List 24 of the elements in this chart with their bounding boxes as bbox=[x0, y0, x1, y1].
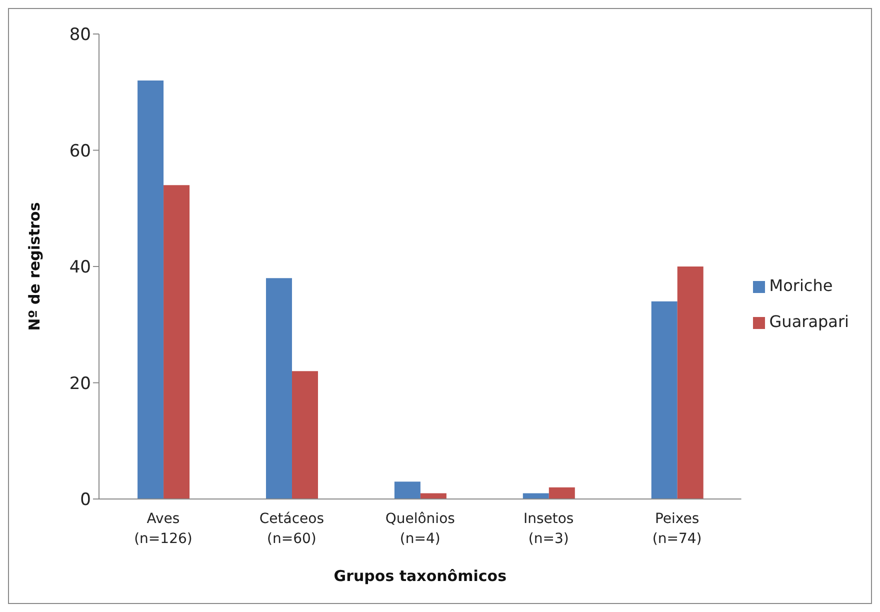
y-tick-label: 80 bbox=[69, 25, 91, 46]
bar bbox=[394, 482, 420, 499]
bar bbox=[292, 371, 318, 499]
bar bbox=[138, 80, 164, 499]
x-axis-title: Grupos taxonômicos bbox=[334, 567, 507, 585]
bar bbox=[420, 493, 446, 499]
x-tick-label: Quelônios (n=4) bbox=[385, 511, 455, 547]
y-tick-label: 0 bbox=[80, 490, 91, 510]
bar bbox=[266, 278, 292, 499]
x-tick-label: Peixes (n=74) bbox=[652, 511, 702, 547]
y-axis-title: Nº de registros bbox=[25, 202, 44, 331]
bar bbox=[522, 493, 549, 499]
legend-label: Moriche bbox=[769, 276, 833, 295]
x-tick-label: Insetos (n=3) bbox=[523, 511, 574, 547]
y-tick-label: 20 bbox=[69, 374, 91, 394]
x-tick-label: Cetáceos (n=60) bbox=[259, 511, 324, 547]
bar bbox=[164, 185, 190, 499]
bar bbox=[651, 301, 678, 499]
y-tick-label: 60 bbox=[69, 141, 91, 162]
x-tick-label: Aves (n=126) bbox=[134, 511, 192, 547]
y-tick-label: 40 bbox=[69, 258, 91, 278]
bar bbox=[677, 266, 704, 499]
legend-label: Guarapari bbox=[769, 312, 849, 331]
bar bbox=[548, 487, 575, 499]
